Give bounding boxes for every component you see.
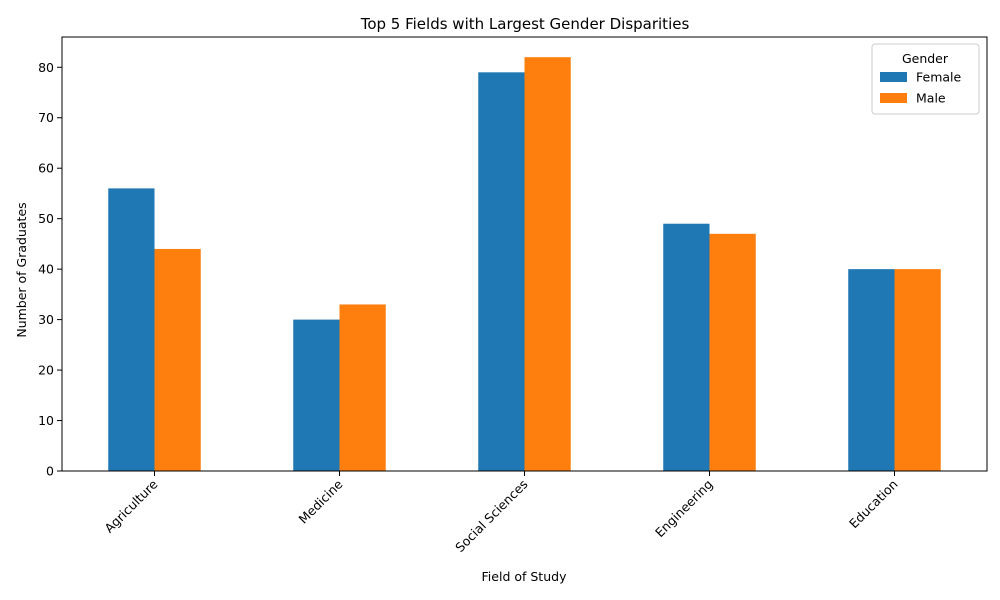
y-tick-label: 80 — [38, 60, 54, 75]
y-tick-label: 10 — [38, 413, 54, 428]
legend-label-male: Male — [916, 91, 946, 106]
legend-label-female: Female — [916, 70, 962, 85]
x-tick-label: Medicine — [296, 476, 346, 526]
x-tick-label: Engineering — [652, 477, 716, 541]
bar-female-education — [848, 269, 895, 471]
bar-female-agriculture — [108, 188, 155, 471]
bar-male-social-sciences — [524, 57, 571, 472]
x-tick-label: Agriculture — [101, 476, 160, 535]
bar-female-engineering — [663, 223, 710, 471]
legend-swatch-female — [880, 72, 907, 82]
bar-male-agriculture — [154, 248, 201, 471]
y-tick-label: 60 — [38, 161, 54, 176]
y-tick-label: 70 — [38, 110, 54, 125]
bar-female-social-sciences — [478, 72, 525, 471]
y-axis-label: Number of Graduates — [14, 202, 29, 337]
x-tick-label: Social Sciences — [452, 477, 530, 555]
y-tick-label: 50 — [38, 211, 54, 226]
y-tick-label: 40 — [38, 262, 54, 277]
x-axis-label: Field of Study — [482, 569, 568, 584]
plot-area: 0 10 20 30 40 50 60 70 80 Agriculture Medicine Soci… — [38, 36, 988, 555]
x-tick-label: Education — [846, 477, 901, 532]
y-tick-label: 30 — [38, 312, 54, 327]
legend-title: Gender — [902, 51, 949, 66]
bar-male-medicine — [339, 304, 386, 471]
bar-male-education — [894, 269, 941, 471]
y-tick-label: 20 — [38, 363, 54, 378]
bar-female-medicine — [293, 319, 340, 471]
axes-frame — [61, 36, 988, 472]
bar-male-engineering — [709, 233, 756, 471]
legend-items: Female Male — [880, 70, 962, 106]
legend: Gender Female Male — [871, 43, 980, 115]
chart-title: Top 5 Fields with Largest Gender Dispari… — [360, 15, 690, 33]
legend-swatch-male — [880, 93, 907, 103]
y-tick-label: 0 — [46, 464, 54, 479]
